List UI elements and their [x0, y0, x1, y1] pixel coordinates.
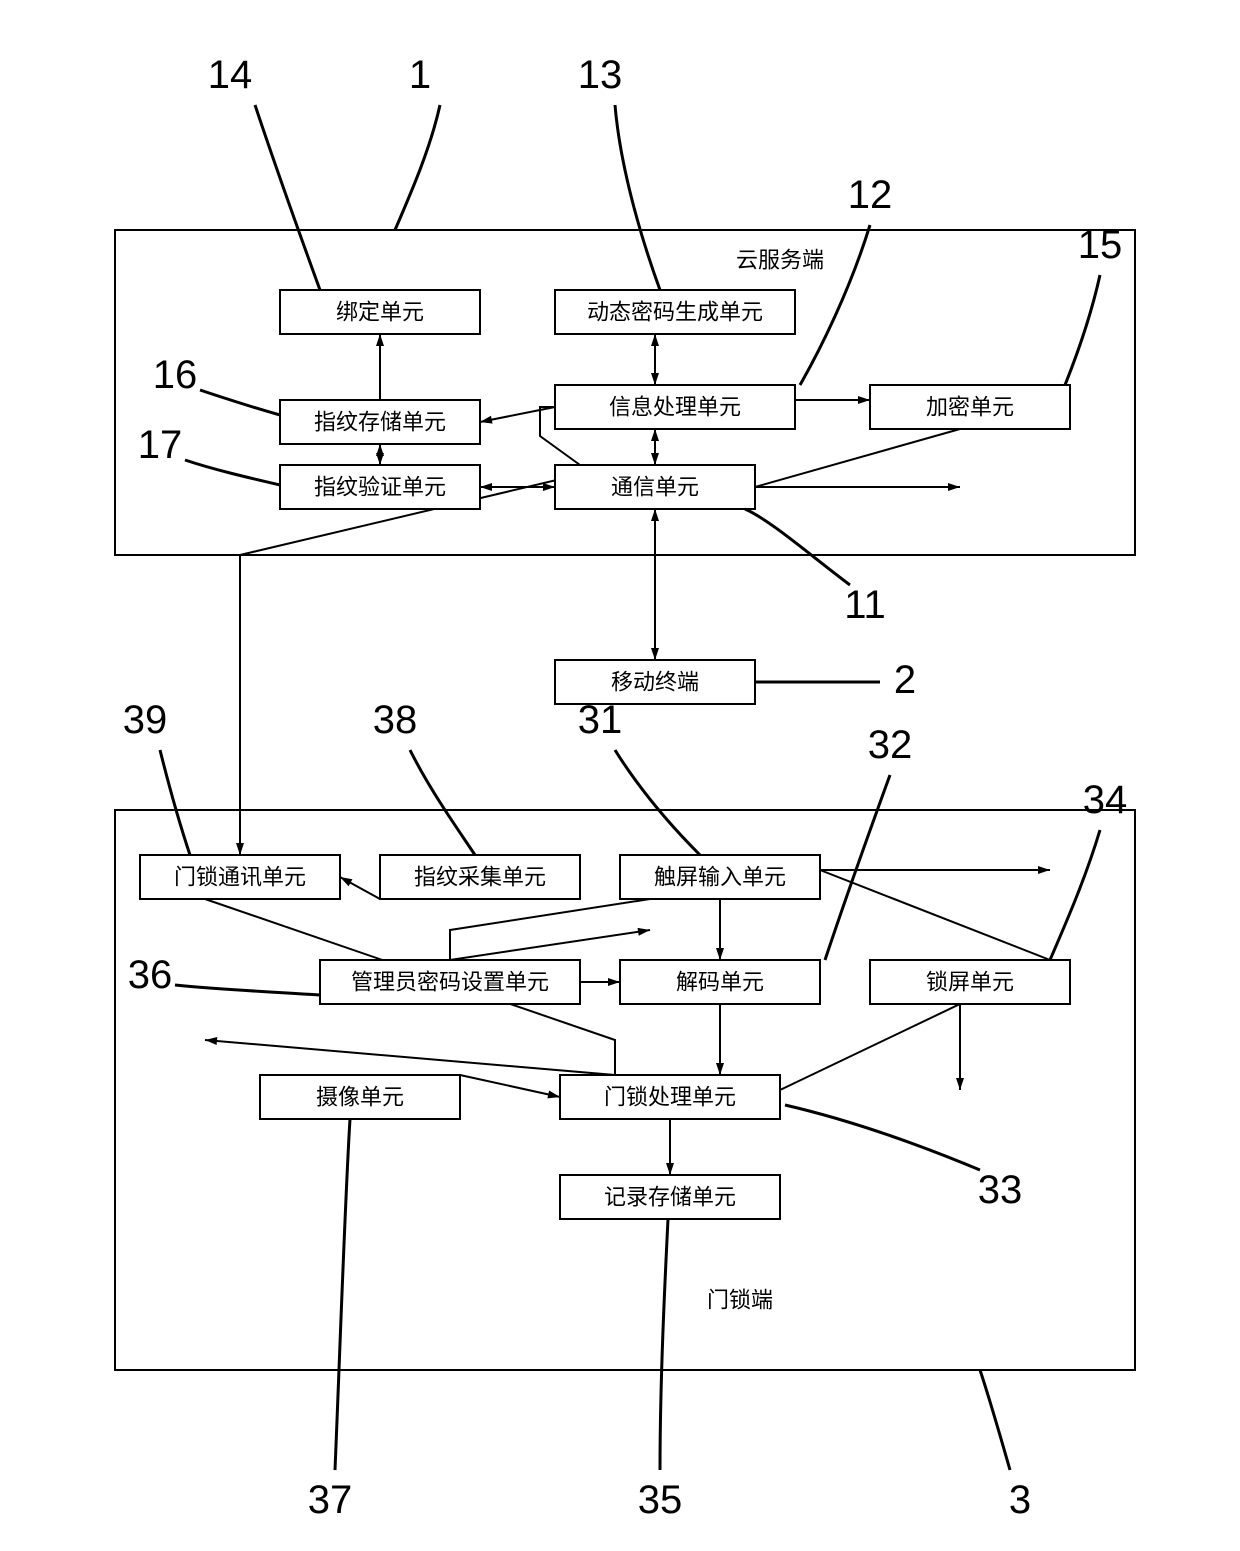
callout-number-13: 13 [578, 53, 623, 97]
callout-line-36 [175, 985, 320, 995]
arrowhead [1038, 866, 1050, 874]
arrowhead [480, 483, 492, 491]
arrowhead [858, 396, 870, 404]
callout-line-37 [335, 1119, 350, 1470]
callout-number-36: 36 [128, 953, 173, 997]
node-label-b39: 门锁通讯单元 [174, 865, 306, 890]
node-label-b17: 指纹验证单元 [314, 475, 446, 500]
arrows-layer [205, 334, 1050, 1175]
callout-number-32: 32 [868, 723, 913, 767]
callout-line-16 [200, 390, 280, 415]
arrowhead [651, 509, 659, 521]
arrowhead [716, 1063, 724, 1075]
callout-line-39 [160, 750, 190, 855]
arrowhead [543, 483, 555, 491]
callout-number-11: 11 [844, 583, 886, 627]
connector [460, 1075, 560, 1097]
callout-number-33: 33 [978, 1168, 1023, 1212]
arrowhead [651, 429, 659, 441]
callout-number-2: 2 [894, 658, 916, 702]
arrowhead [638, 928, 650, 936]
arrowhead [956, 1078, 964, 1090]
callout-line-33 [785, 1105, 980, 1170]
node-label-b14: 绑定单元 [336, 300, 424, 325]
container-title-lock: 门锁端 [707, 1288, 773, 1313]
callout-line-11 [745, 509, 850, 585]
callout-number-38: 38 [373, 698, 418, 742]
node-label-b34: 锁屏单元 [926, 970, 1014, 995]
node-label-b32: 解码单元 [676, 970, 764, 995]
callout-line-15 [1065, 275, 1100, 385]
node-label-b31: 触屏输入单元 [654, 865, 786, 890]
arrowhead [236, 843, 244, 855]
callout-line-35 [660, 1219, 668, 1470]
arrowhead [547, 1091, 560, 1099]
node-label-b13: 动态密码生成单元 [587, 300, 763, 325]
container-title-cloud: 云服务端 [736, 248, 824, 273]
callout-number-39: 39 [123, 698, 168, 742]
callout-line-38 [410, 750, 475, 855]
arrowhead [651, 334, 659, 346]
callout-line-17 [185, 460, 280, 485]
callout-line-31 [615, 750, 700, 855]
callout-number-34: 34 [1083, 778, 1128, 822]
node-label-b38: 指纹采集单元 [414, 865, 546, 890]
callout-line-14 [255, 105, 320, 290]
arrowhead [608, 978, 620, 986]
callout-number-35: 35 [638, 1478, 683, 1522]
callout-number-1: 1 [409, 53, 431, 97]
node-label-b15: 加密单元 [926, 395, 1014, 420]
node-label-b37: 摄像单元 [316, 1085, 404, 1110]
callout-number-17: 17 [138, 423, 183, 467]
connector [820, 870, 1050, 960]
callout-line-3 [980, 1370, 1010, 1470]
callout-line-32 [825, 775, 890, 960]
connector [755, 429, 960, 487]
node-label-b11: 通信单元 [611, 475, 699, 500]
callout-line-1 [395, 105, 440, 230]
arrowhead [376, 334, 384, 346]
node-label-b33: 门锁处理单元 [604, 1085, 736, 1110]
callout-line-34 [1050, 830, 1100, 960]
callout-number-37: 37 [308, 1478, 353, 1522]
arrowhead [340, 877, 352, 886]
node-label-b12: 信息处理单元 [609, 395, 741, 420]
arrowhead [948, 483, 960, 491]
connector [780, 1004, 960, 1090]
node-label-b2: 移动终端 [611, 670, 699, 695]
node-label-b35: 记录存储单元 [604, 1185, 736, 1210]
callout-number-15: 15 [1078, 223, 1123, 267]
callout-number-12: 12 [848, 173, 893, 217]
arrowhead [716, 948, 724, 960]
callout-number-16: 16 [153, 353, 198, 397]
callout-number-3: 3 [1009, 1478, 1031, 1522]
callout-number-31: 31 [578, 698, 623, 742]
callout-line-13 [615, 105, 660, 290]
node-label-b36: 管理员密码设置单元 [351, 970, 549, 995]
callout-number-14: 14 [208, 53, 253, 97]
arrowhead [651, 648, 659, 660]
arrowhead [651, 453, 659, 465]
arrowhead [376, 444, 384, 456]
node-label-b16: 指纹存储单元 [314, 410, 446, 435]
arrowhead [651, 373, 659, 385]
arrowhead [666, 1163, 674, 1175]
connector [450, 899, 650, 960]
